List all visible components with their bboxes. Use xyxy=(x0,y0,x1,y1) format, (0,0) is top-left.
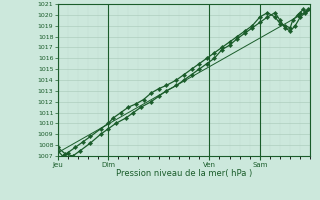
X-axis label: Pression niveau de la mer( hPa ): Pression niveau de la mer( hPa ) xyxy=(116,169,252,178)
